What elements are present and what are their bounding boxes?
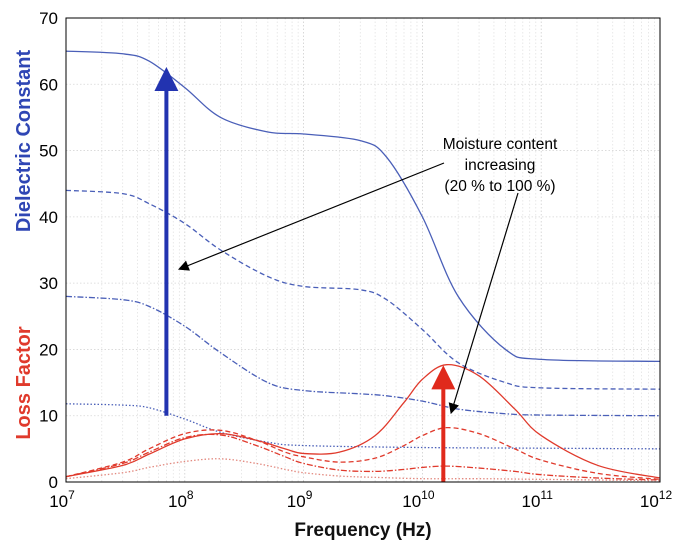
series-line-6 (65, 426, 661, 480)
y-tick-label: 40 (39, 208, 58, 227)
plot-frame (65, 17, 661, 483)
x-axis-label: Frequency (Hz) (294, 520, 431, 541)
annotation-line-2: increasing (465, 157, 536, 174)
annotation-line-3: (20 % to 100 %) (444, 178, 555, 195)
x-tick-label: 1011 (522, 488, 554, 511)
y-tick-label: 30 (39, 274, 58, 293)
x-tick-label: 1012 (640, 488, 673, 511)
series-line-8 (65, 458, 661, 482)
x-tick-label: 107 (49, 488, 75, 511)
x-tick-label: 1010 (402, 488, 435, 511)
y-tick-label: 10 (39, 407, 58, 426)
annotation-pointer-right (448, 192, 519, 415)
x-tick-label: 108 (168, 488, 194, 511)
annotation-line-1: Moisture content (443, 136, 558, 153)
series-line-7 (65, 433, 661, 481)
x-tick-label: 109 (287, 488, 313, 511)
series-line-4 (65, 403, 661, 450)
y-axis-label-loss-factor: Loss Factor (13, 326, 35, 440)
annotation: Moisture content increasing (20 % to 100… (177, 136, 558, 415)
y-tick-labels: 0 10 20 30 40 50 60 70 (39, 9, 58, 492)
y-axis-label-dielectric-constant: Dielectric Constant (13, 50, 35, 233)
y-tick-label: 50 (39, 142, 58, 161)
series-layer (65, 50, 661, 482)
y-tick-label: 0 (49, 473, 58, 492)
plot-background (66, 18, 660, 482)
annotation-pointer-left (177, 162, 445, 271)
y-tick-label: 70 (39, 9, 58, 28)
y-tick-label: 60 (39, 75, 58, 94)
y-tick-label: 20 (39, 340, 58, 359)
series-line-3 (65, 295, 661, 417)
series-line-1 (65, 50, 661, 363)
series-line-5 (65, 364, 661, 479)
x-tick-labels: 107 108 109 1010 1011 1012 (49, 488, 672, 511)
arrow-layer (154, 67, 456, 482)
series-line-2 (65, 189, 661, 390)
